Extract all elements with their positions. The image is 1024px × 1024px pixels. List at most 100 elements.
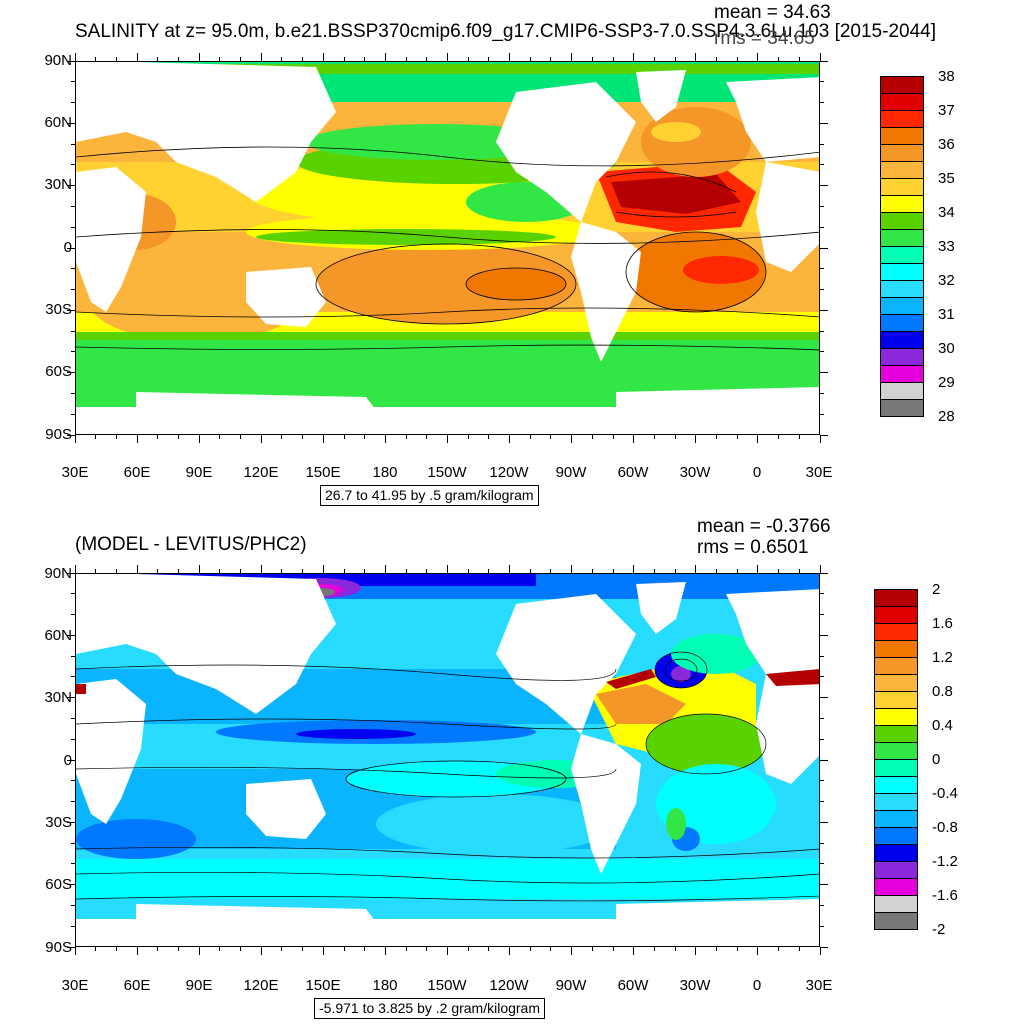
colorbar-label: 0.8 — [932, 683, 953, 700]
lon-label: 60W — [617, 977, 649, 994]
axis-tick — [757, 947, 759, 955]
colorbar-swatch — [874, 742, 918, 760]
axis-tick — [820, 268, 824, 270]
colorbar-swatch — [880, 76, 924, 94]
axis-tick — [67, 434, 75, 436]
axis-tick — [219, 435, 221, 439]
axis-tick — [571, 565, 573, 573]
axis-tick — [281, 435, 283, 439]
axis-tick — [74, 565, 76, 573]
axis-tick — [219, 569, 221, 573]
axis-tick — [571, 53, 573, 61]
contour-range-note: 26.7 to 41.95 by .5 gram/kilogram — [320, 485, 539, 507]
axis-tick — [71, 226, 75, 228]
axis-tick — [820, 81, 824, 83]
axis-tick — [447, 53, 448, 61]
lat-label: 30N — [44, 176, 72, 193]
axis-tick — [322, 435, 324, 443]
axis-tick — [633, 53, 635, 61]
axis-tick — [426, 569, 428, 573]
axis-tick — [820, 226, 824, 228]
axis-tick — [157, 569, 159, 573]
lat-label: 90S — [45, 426, 72, 443]
colorbar-swatch — [874, 657, 918, 675]
axis-tick — [405, 947, 407, 951]
colorbar-swatch — [874, 827, 918, 845]
axis-tick — [820, 185, 828, 187]
colorbar-swatch — [880, 280, 924, 298]
axis-tick — [71, 593, 75, 595]
axis-tick — [509, 565, 511, 573]
axis-tick — [736, 435, 738, 439]
lon-label: 90E — [185, 464, 213, 481]
rms-stat: rms = 34.65 — [714, 28, 815, 49]
lon-label: 90W — [555, 977, 587, 994]
lon-label: 150E — [305, 464, 341, 481]
lon-label: 180 — [372, 464, 398, 481]
axis-tick — [820, 309, 828, 311]
axis-tick — [71, 863, 75, 865]
axis-tick — [653, 57, 655, 61]
colorbar-swatch — [874, 776, 918, 794]
axis-tick — [716, 57, 718, 61]
axis-tick — [136, 565, 138, 573]
colorbar-label: 2 — [932, 581, 941, 598]
axis-tick — [695, 435, 697, 443]
colorbar-swatch — [880, 382, 924, 400]
difference-panel: (MODEL - LEVITUS/PHC2) mean = -0.3766 rm… — [0, 512, 1024, 1024]
axis-tick — [820, 247, 828, 249]
axis-tick — [322, 565, 324, 573]
axis-tick — [716, 569, 718, 573]
axis-tick — [653, 435, 655, 439]
axis-tick — [71, 102, 75, 104]
axis-tick — [674, 947, 676, 951]
colorbar-label: -1.6 — [932, 887, 958, 904]
axis-tick — [302, 947, 304, 951]
axis-tick — [67, 634, 75, 636]
axis-tick — [550, 947, 552, 951]
axis-tick — [820, 884, 828, 886]
axis-tick — [384, 947, 386, 955]
axis-tick — [343, 569, 345, 573]
axis-tick — [260, 435, 262, 443]
colorbar-label: -1.2 — [932, 853, 958, 870]
axis-tick — [71, 164, 75, 166]
axis-tick — [384, 565, 386, 573]
lon-label: 30E — [805, 464, 833, 481]
colorbar-swatch — [880, 399, 924, 417]
difference-title: (MODEL - LEVITUS/PHC2) — [75, 534, 307, 555]
axis-tick — [71, 392, 75, 394]
axis-tick — [71, 81, 75, 83]
axis-tick — [820, 434, 828, 436]
rms-stat: rms = 0.6501 — [697, 537, 809, 558]
colorbar-label: 34 — [938, 204, 955, 221]
axis-tick — [95, 435, 97, 439]
lat-label: 30N — [44, 689, 72, 706]
salinity-map — [75, 61, 820, 435]
colorbar-label: 35 — [938, 170, 955, 187]
axis-tick — [529, 947, 531, 951]
axis-tick — [364, 569, 366, 573]
axis-tick — [633, 565, 635, 573]
axis-tick — [67, 884, 75, 886]
axis-tick — [820, 122, 828, 124]
axis-tick — [778, 569, 780, 573]
axis-tick — [550, 569, 552, 573]
axis-tick — [612, 435, 614, 439]
lat-label: 60N — [44, 114, 72, 131]
contour-range-note: -5.971 to 3.825 by .2 gram/kilogram — [314, 998, 546, 1020]
axis-tick — [74, 947, 76, 955]
axis-tick — [509, 53, 511, 61]
axis-tick — [488, 947, 490, 951]
axis-tick — [71, 268, 75, 270]
axis-tick — [820, 330, 824, 332]
axis-tick — [177, 947, 179, 951]
axis-tick — [757, 565, 759, 573]
axis-tick — [384, 435, 386, 443]
axis-tick — [67, 122, 75, 124]
axis-tick — [550, 435, 552, 439]
axis-tick — [798, 569, 800, 573]
lon-label: 120W — [489, 977, 529, 994]
colorbar-swatch — [874, 861, 918, 879]
colorbar-label: 33 — [938, 238, 955, 255]
